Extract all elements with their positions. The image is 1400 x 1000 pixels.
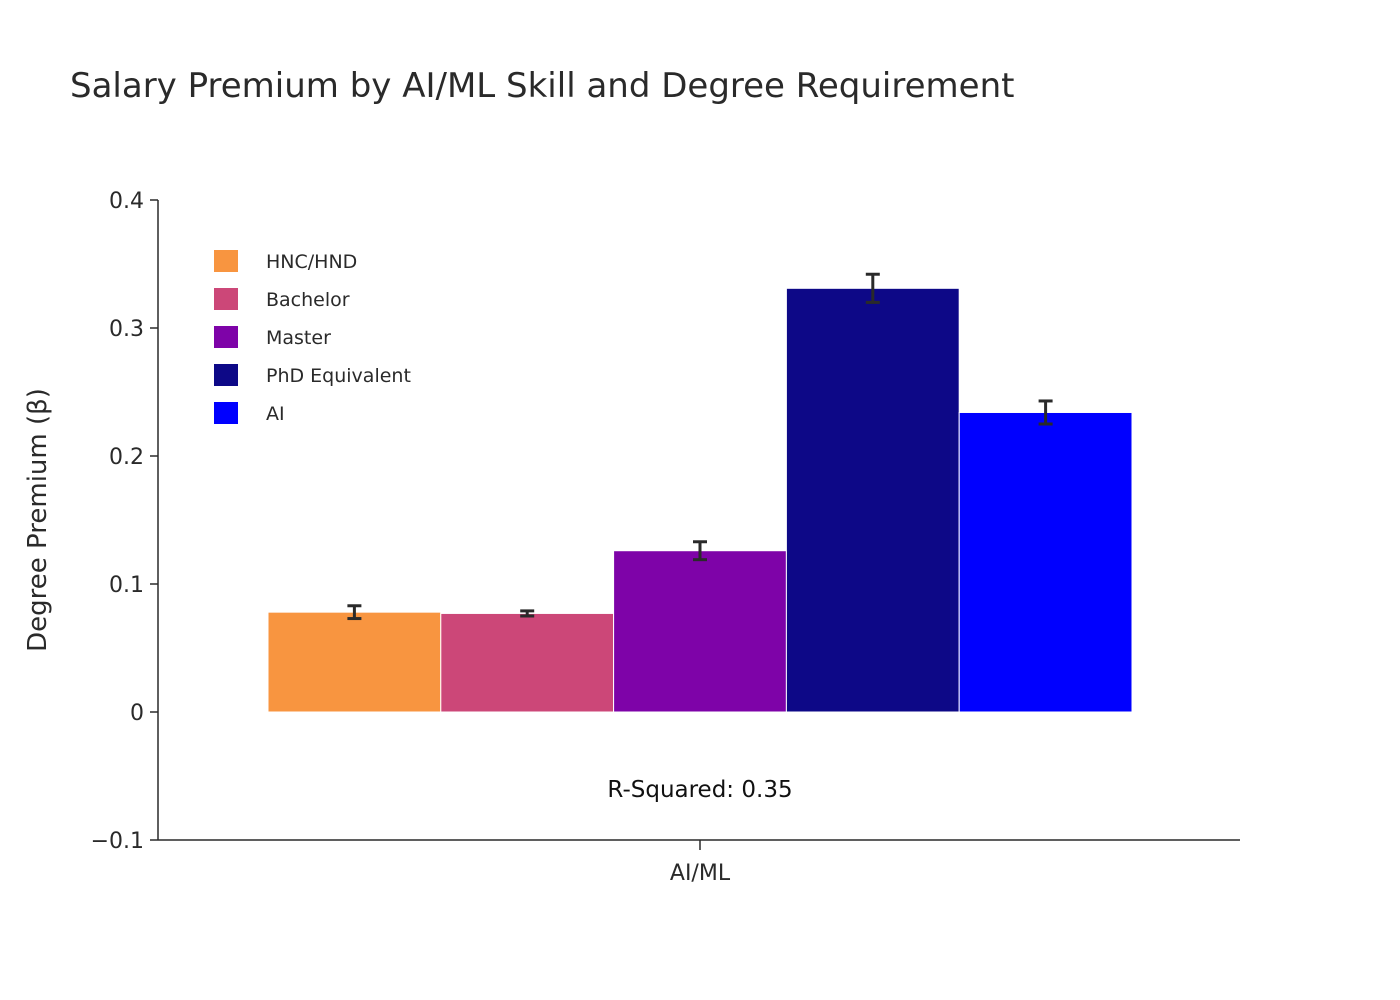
legend-item-hnc-hnd: HNC/HND — [214, 250, 357, 273]
y-tick-label: 0.2 — [109, 445, 144, 470]
legend-label: PhD Equivalent — [266, 365, 411, 387]
y-tick-label: −0.1 — [91, 829, 144, 854]
legend-item-ai: AI — [214, 402, 285, 425]
legend-label: HNC/HND — [266, 251, 357, 273]
bar-ai — [958, 411, 1133, 713]
legend-label: Bachelor — [266, 289, 350, 311]
legend-label: Master — [266, 327, 331, 349]
error-bar-master — [693, 540, 707, 562]
x-tick-label: AI/ML — [670, 861, 731, 886]
error-bar-ai — [1038, 399, 1053, 426]
bar-master — [613, 550, 787, 713]
chart-title: Salary Premium by AI/ML Skill and Degree… — [70, 66, 1015, 106]
legend-item-master: Master — [214, 326, 331, 349]
legend-swatch — [214, 326, 238, 348]
error-bar-hnc-hnd — [347, 604, 362, 621]
y-tick-label: 0 — [130, 701, 144, 726]
bar-hnc-hnd — [267, 611, 442, 713]
y-tick-label: 0.3 — [109, 317, 144, 342]
error-bar-phd-equivalent — [865, 272, 880, 304]
r-squared-annotation: R-Squared: 0.35 — [607, 777, 792, 803]
y-tick-label: 0.1 — [109, 573, 144, 598]
legend-swatch — [214, 364, 238, 386]
bar-phd-equivalent — [785, 287, 960, 713]
legend-label: AI — [266, 403, 285, 425]
y-axis-title: Degree Premium (β) — [23, 388, 53, 652]
legend-swatch — [214, 288, 238, 310]
y-tick-label: 0.4 — [109, 189, 144, 214]
error-bars-layer — [347, 272, 1053, 621]
bars-layer — [267, 287, 1133, 713]
legend-swatch — [214, 250, 238, 272]
legend-swatch — [214, 402, 238, 424]
legend: HNC/HND Bachelor Master PhD Equivalent AI — [214, 250, 411, 425]
axes-layer: −0.1 0 0.1 0.2 0.3 0.4 AI/ML — [91, 189, 1240, 886]
error-bar-bachelor — [520, 609, 535, 618]
legend-item-phd-equivalent: PhD Equivalent — [214, 364, 411, 387]
bar-bachelor — [440, 612, 615, 713]
legend-item-bachelor: Bachelor — [214, 288, 350, 311]
